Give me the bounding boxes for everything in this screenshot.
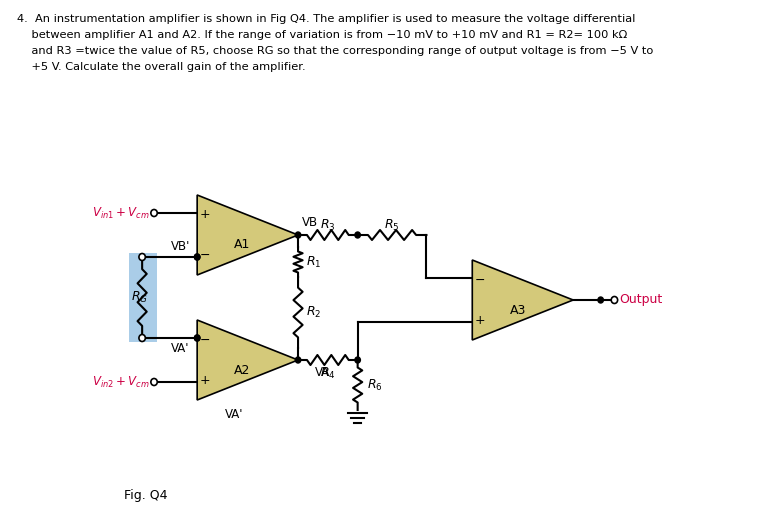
Text: VA: VA — [315, 365, 330, 378]
Text: $R_6$: $R_6$ — [367, 377, 383, 393]
Circle shape — [611, 297, 618, 303]
Text: A2: A2 — [234, 363, 251, 376]
Circle shape — [296, 232, 301, 238]
Text: +: + — [199, 209, 210, 222]
Text: 4.  An instrumentation amplifier is shown in Fig Q4. The amplifier is used to me: 4. An instrumentation amplifier is shown… — [17, 14, 635, 24]
Text: −: − — [475, 273, 485, 286]
Text: $R_2$: $R_2$ — [306, 305, 321, 320]
Text: A1: A1 — [234, 238, 251, 251]
Text: −: − — [199, 334, 210, 346]
Text: $R_1$: $R_1$ — [306, 254, 321, 269]
Text: −: − — [199, 248, 210, 262]
Text: $R_5$: $R_5$ — [384, 217, 399, 232]
FancyBboxPatch shape — [130, 253, 157, 342]
Circle shape — [194, 335, 200, 341]
Text: VB: VB — [302, 216, 318, 229]
Circle shape — [151, 210, 157, 216]
Text: +: + — [475, 314, 485, 326]
Circle shape — [139, 335, 146, 341]
Text: +5 V. Calculate the overall gain of the amplifier.: +5 V. Calculate the overall gain of the … — [17, 62, 305, 72]
Circle shape — [151, 378, 157, 386]
Text: $R_4$: $R_4$ — [320, 365, 336, 380]
Text: VA': VA' — [224, 408, 243, 420]
Circle shape — [598, 297, 603, 303]
Text: VB': VB' — [171, 241, 190, 253]
Circle shape — [139, 253, 146, 261]
Circle shape — [194, 335, 200, 341]
Circle shape — [194, 254, 200, 260]
Text: VA': VA' — [171, 341, 190, 355]
Circle shape — [355, 357, 360, 363]
Circle shape — [355, 232, 360, 238]
Text: and R3 =twice the value of R5, choose RG so that the corresponding range of outp: and R3 =twice the value of R5, choose RG… — [17, 46, 653, 56]
Circle shape — [296, 357, 301, 363]
Polygon shape — [197, 320, 298, 400]
Polygon shape — [197, 195, 298, 275]
Text: Output: Output — [619, 293, 662, 306]
Text: A3: A3 — [509, 303, 526, 317]
Text: $V_{in2}+V_{cm}$: $V_{in2}+V_{cm}$ — [92, 375, 149, 390]
Circle shape — [194, 254, 200, 260]
Text: $R_3$: $R_3$ — [320, 217, 336, 232]
Text: between amplifier A1 and A2. If the range of variation is from −10 mV to +10 mV : between amplifier A1 and A2. If the rang… — [17, 30, 627, 40]
Text: +: + — [199, 374, 210, 387]
Text: $V_{in1}+V_{cm}$: $V_{in1}+V_{cm}$ — [92, 206, 149, 221]
Text: Fig. Q4: Fig. Q4 — [124, 488, 168, 502]
Text: $R_G$: $R_G$ — [131, 290, 148, 305]
Polygon shape — [472, 260, 573, 340]
